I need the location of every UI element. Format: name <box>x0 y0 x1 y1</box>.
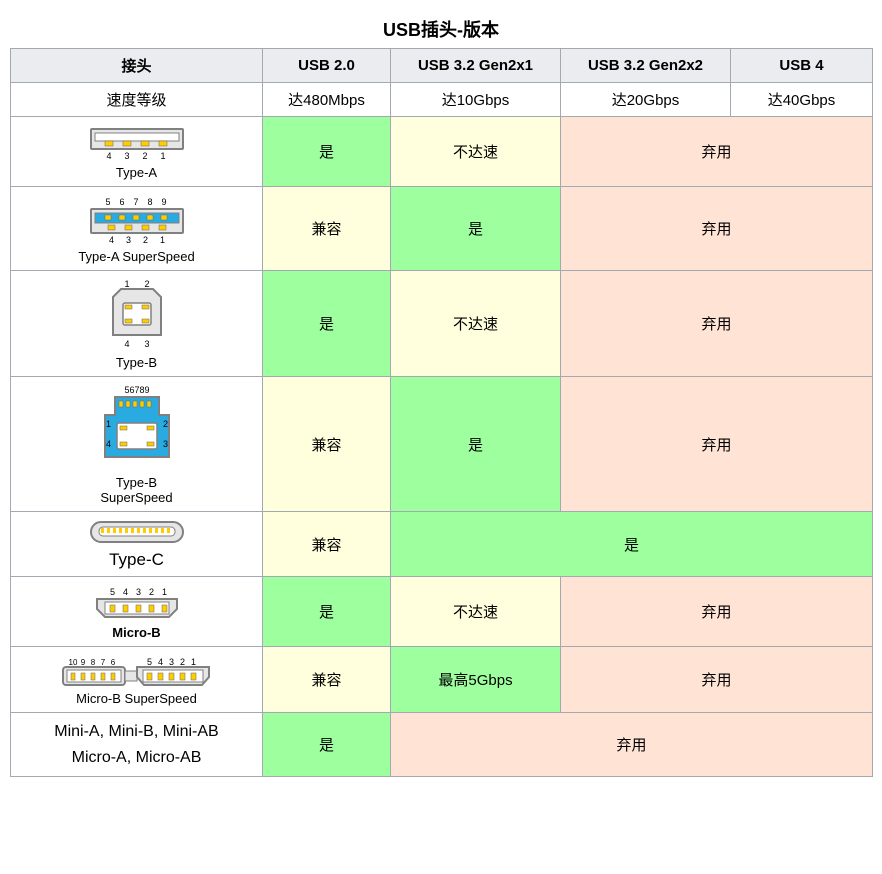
svg-text:10: 10 <box>68 658 77 667</box>
status-cell: 是 <box>263 713 391 777</box>
status-cell: 弃用 <box>391 713 873 777</box>
status-cell: 是 <box>263 117 391 187</box>
status-cell: 最高5Gbps <box>391 647 561 713</box>
connector-cell: Type-C <box>11 512 263 577</box>
svg-text:9: 9 <box>80 658 85 667</box>
svg-text:6: 6 <box>119 197 124 207</box>
status-cell: 兼容 <box>263 647 391 713</box>
svg-text:2: 2 <box>179 657 184 667</box>
header-col-2: USB 3.2 Gen2x2 <box>561 49 731 83</box>
status-cell: 兼容 <box>263 187 391 271</box>
svg-text:8: 8 <box>90 658 95 667</box>
connector-row: Type-C兼容是 <box>11 512 873 577</box>
status-cell: 是 <box>263 271 391 377</box>
status-cell: 是 <box>391 187 561 271</box>
connector-label: Type-A SuperSpeed <box>15 249 258 264</box>
svg-text:3: 3 <box>144 339 149 349</box>
svg-text:4: 4 <box>157 657 162 667</box>
svg-text:9: 9 <box>161 197 166 207</box>
svg-text:5: 5 <box>105 197 110 207</box>
svg-text:1: 1 <box>160 151 165 161</box>
header-col-0: USB 2.0 <box>263 49 391 83</box>
svg-text:5: 5 <box>109 587 114 597</box>
svg-text:3: 3 <box>125 235 130 245</box>
speed-label: 速度等级 <box>11 83 263 117</box>
svg-text:1: 1 <box>190 657 195 667</box>
speed-value-1: 达10Gbps <box>391 83 561 117</box>
speed-value-0: 达480Mbps <box>263 83 391 117</box>
svg-text:3: 3 <box>163 439 168 449</box>
connector-label: Micro-B <box>15 625 258 640</box>
connector-label: Type-BSuperSpeed <box>15 475 258 505</box>
status-cell: 弃用 <box>561 377 873 512</box>
svg-text:3: 3 <box>135 587 140 597</box>
connector-row: 4 3 2 1 Type-A 是不达速弃用 <box>11 117 873 187</box>
svg-text:3: 3 <box>124 151 129 161</box>
connector-cell: 56789 1 2 4 3 Type-BSuperSpeed <box>11 377 263 512</box>
svg-text:2: 2 <box>142 151 147 161</box>
header-connector: 接头 <box>11 49 263 83</box>
connector-row: 54321 Micro-B 是不达速弃用 <box>11 577 873 647</box>
header-row: 接头 USB 2.0 USB 3.2 Gen2x1 USB 3.2 Gen2x2… <box>11 49 873 83</box>
svg-text:1: 1 <box>159 235 164 245</box>
speed-row: 速度等级达480Mbps达10Gbps达20Gbps达40Gbps <box>11 83 873 117</box>
status-cell: 兼容 <box>263 512 391 577</box>
connector-row: 1 2 4 3 Type-B 是不达速弃用 <box>11 271 873 377</box>
speed-value-3: 达40Gbps <box>731 83 873 117</box>
svg-text:7: 7 <box>133 197 138 207</box>
svg-text:2: 2 <box>142 235 147 245</box>
status-cell: 弃用 <box>561 577 873 647</box>
svg-text:7: 7 <box>100 658 105 667</box>
connector-label: Type-B <box>15 355 258 370</box>
status-cell: 弃用 <box>561 117 873 187</box>
status-cell: 弃用 <box>561 647 873 713</box>
header-col-3: USB 4 <box>731 49 873 83</box>
header-col-1: USB 3.2 Gen2x1 <box>391 49 561 83</box>
svg-text:5: 5 <box>146 657 151 667</box>
speed-value-2: 达20Gbps <box>561 83 731 117</box>
svg-text:1: 1 <box>105 419 110 429</box>
status-cell: 是 <box>391 512 873 577</box>
svg-text:3: 3 <box>168 657 173 667</box>
svg-text:4: 4 <box>106 151 111 161</box>
status-cell: 不达速 <box>391 271 561 377</box>
svg-text:1: 1 <box>161 587 166 597</box>
svg-text:1: 1 <box>124 279 129 289</box>
connector-label: Type-A <box>15 165 258 180</box>
table-title: USB插头-版本 <box>10 10 872 48</box>
svg-text:8: 8 <box>147 197 152 207</box>
status-cell: 不达速 <box>391 117 561 187</box>
svg-text:4: 4 <box>108 235 113 245</box>
svg-text:4: 4 <box>105 439 110 449</box>
status-cell: 是 <box>391 377 561 512</box>
svg-text:2: 2 <box>148 587 153 597</box>
connector-cell: 56789 4 3 2 1 Type-A SuperSpeed <box>11 187 263 271</box>
connector-label: Type-C <box>15 550 258 570</box>
usb-table: 接头 USB 2.0 USB 3.2 Gen2x1 USB 3.2 Gen2x2… <box>10 48 873 777</box>
svg-text:4: 4 <box>124 339 129 349</box>
connector-cell: 54321 Micro-B <box>11 577 263 647</box>
connector-cell: 1 2 4 3 Type-B <box>11 271 263 377</box>
status-cell: 是 <box>263 577 391 647</box>
connector-cell: 109876 54321 Micro-B SuperSpeed <box>11 647 263 713</box>
connector-label: Micro-B SuperSpeed <box>15 691 258 706</box>
connector-cell: 4 3 2 1 Type-A <box>11 117 263 187</box>
connector-row: Mini-A, Mini-B, Mini-ABMicro-A, Micro-AB… <box>11 713 873 777</box>
connector-row: 56789 4 3 2 1 Type-A SuperSpeed 兼容是弃用 <box>11 187 873 271</box>
status-cell: 弃用 <box>561 271 873 377</box>
status-cell: 不达速 <box>391 577 561 647</box>
svg-text:6: 6 <box>110 658 115 667</box>
svg-text:4: 4 <box>122 587 127 597</box>
connector-row: 109876 54321 Micro-B SuperSpeed 兼容最高5Gbps弃… <box>11 647 873 713</box>
connector-cell: Mini-A, Mini-B, Mini-ABMicro-A, Micro-AB <box>11 713 263 777</box>
status-cell: 兼容 <box>263 377 391 512</box>
svg-text:56789: 56789 <box>124 385 149 395</box>
status-cell: 弃用 <box>561 187 873 271</box>
connector-row: 56789 1 2 4 3 Type-BSuperSpeed兼容是弃用 <box>11 377 873 512</box>
svg-text:2: 2 <box>144 279 149 289</box>
svg-text:2: 2 <box>163 419 168 429</box>
